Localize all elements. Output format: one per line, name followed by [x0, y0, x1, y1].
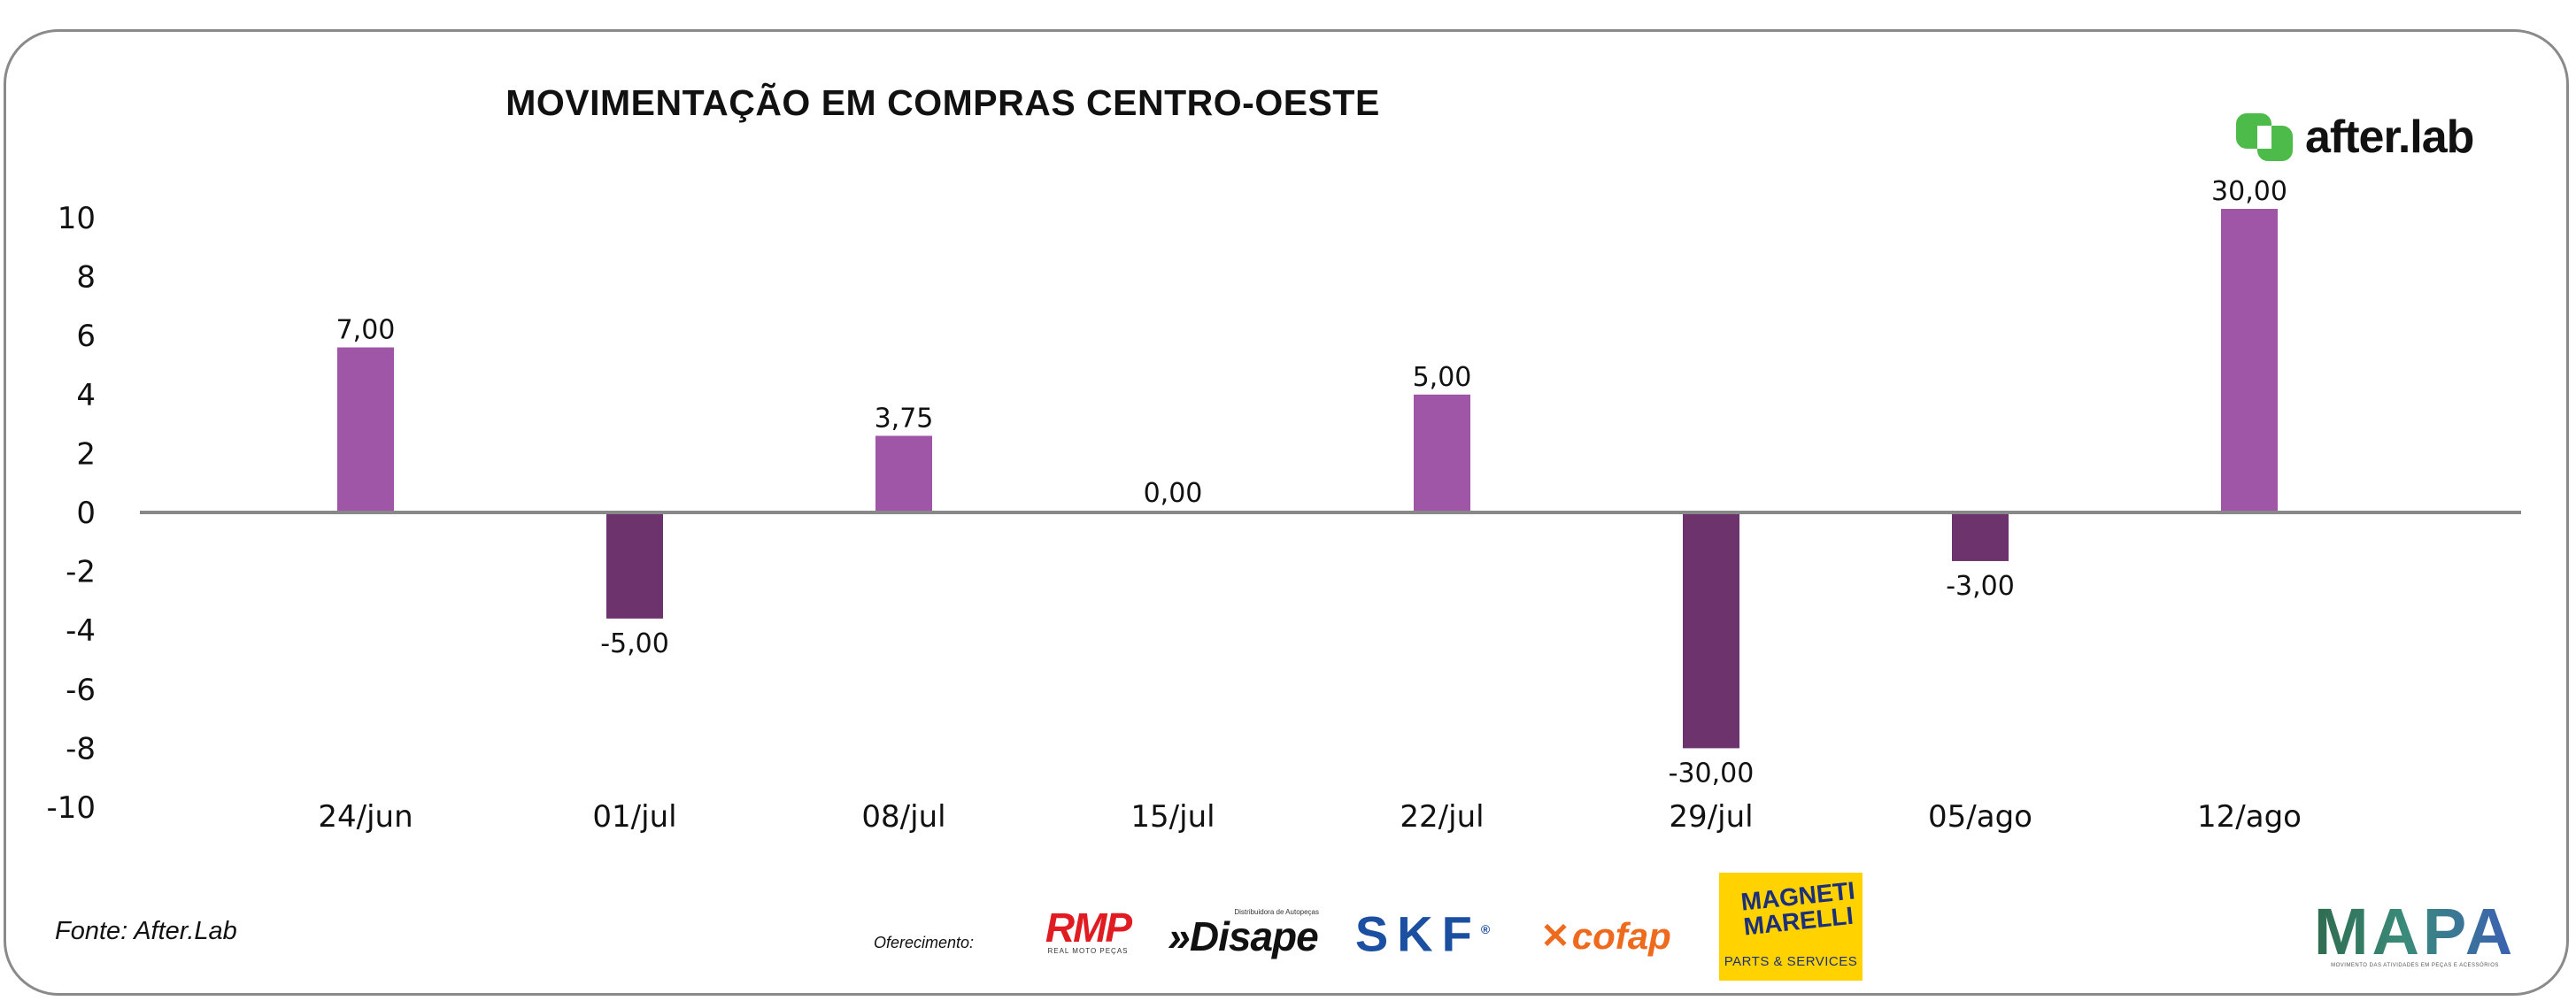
data-label-12/ago: 30,00	[2211, 176, 2287, 207]
y-tick-label: 2	[76, 436, 96, 472]
y-tick-label: -4	[66, 613, 96, 649]
skf-wordmark: SKF®	[1355, 905, 1490, 959]
x-tick-label-05/ago: 05/ago	[1928, 799, 2032, 835]
data-label-24/jun: 7,00	[336, 315, 396, 346]
data-labels: 7,00 -5,00 3,75 0,00 5,00 -30,00 -3,00 30,00	[336, 176, 2287, 789]
x-tick-label-22/jul: 22/jul	[1400, 799, 1484, 835]
y-tick-label: -10	[46, 790, 96, 826]
bar-24/jun	[337, 347, 394, 512]
source-note: Fonte: After.Lab	[55, 917, 237, 945]
skf-text: SKF	[1354, 905, 1481, 962]
afterlab-wordmark: after.lab	[2305, 112, 2474, 163]
x-tick-label-15/jul: 15/jul	[1130, 799, 1215, 835]
disape-wordmark: »Disape	[1168, 912, 1319, 959]
y-tick-label: -8	[66, 731, 96, 766]
data-label-05/ago: -3,00	[1946, 571, 2015, 602]
cofap-mark-icon: ✕	[1540, 917, 1570, 956]
y-axis-ticks: 10 8 6 4 2 0 -2 -4 -6 -8 -10	[46, 201, 96, 826]
magneti-marelli-logo: MAGNETI MARELLI PARTS & SERVICES	[1719, 873, 1863, 981]
rmp-subtitle: REAL MOTO PEÇAS	[1047, 946, 1129, 955]
y-tick-label: -6	[66, 673, 96, 708]
mapa-logo: MAPA MOVIMENTO DAS ATIVIDADES EM PEÇAS E…	[2314, 899, 2516, 970]
bars	[337, 209, 2278, 749]
data-label-29/jul: -30,00	[1669, 758, 1755, 789]
cofap-logo: ✕ cofap	[1523, 913, 1689, 959]
data-label-08/jul: 3,75	[875, 403, 934, 434]
disape-subtitle: Distribuidora de Autopeças	[1234, 907, 1319, 916]
data-label-01/jul: -5,00	[600, 628, 669, 659]
afterlab-logo: after.lab	[2234, 108, 2474, 166]
data-label-22/jul: 5,00	[1413, 362, 1472, 393]
mapa-subtitle: MOVIMENTO DAS ATIVIDADES EM PEÇAS E ACES…	[2331, 963, 2499, 968]
x-tick-label-29/jul: 29/jul	[1669, 799, 1753, 835]
data-label-15/jul: 0,00	[1144, 478, 1203, 509]
rmp-logo: RMP REAL MOTO PEÇAS	[1030, 906, 1146, 956]
bar-12/ago	[2221, 209, 2278, 512]
afterlab-mark-icon	[2236, 113, 2293, 161]
x-axis-ticks: 24/jun 01/jul 08/jul 15/jul 22/jul 29/jul 05/a…	[318, 799, 2302, 835]
bar-08/jul	[875, 435, 932, 512]
mapa-wordmark: MAPA	[2313, 895, 2517, 968]
y-tick-label: 4	[76, 378, 96, 413]
x-tick-label-08/jul: 08/jul	[861, 799, 945, 835]
bar-22/jul	[1414, 394, 1470, 512]
y-tick-label: -2	[66, 555, 96, 590]
y-tick-label: 10	[58, 201, 96, 236]
bar-29/jul	[1683, 512, 1739, 749]
bar-05/ago	[1952, 512, 2009, 561]
x-tick-label-12/ago: 12/ago	[2197, 799, 2302, 835]
magneti-marelli-wordmark: MAGNETI MARELLI	[1739, 875, 1856, 941]
x-tick-label-24/jun: 24/jun	[318, 799, 413, 835]
rmp-wordmark: RMP	[1045, 904, 1132, 951]
disape-logo: Distribuidora de Autopeças »Disape	[1167, 905, 1319, 959]
sponsor-label: Oferecimento:	[874, 934, 975, 951]
y-tick-label: 8	[76, 260, 96, 296]
disape-text: Disape	[1189, 912, 1319, 959]
cofap-wordmark: cofap	[1571, 915, 1671, 957]
skf-logo: SKF®	[1338, 905, 1507, 959]
y-tick-label: 0	[76, 496, 96, 531]
x-tick-label-01/jul: 01/jul	[592, 799, 676, 835]
magneti-marelli-subtitle: PARTS & SERVICES	[1724, 953, 1858, 969]
bar-01/jul	[606, 512, 663, 619]
chart-title: MOVIMENTAÇÃO EM COMPRAS CENTRO-OESTE	[505, 82, 1380, 123]
y-tick-label: 6	[76, 319, 96, 354]
skf-registered-mark: ®	[1480, 922, 1491, 937]
